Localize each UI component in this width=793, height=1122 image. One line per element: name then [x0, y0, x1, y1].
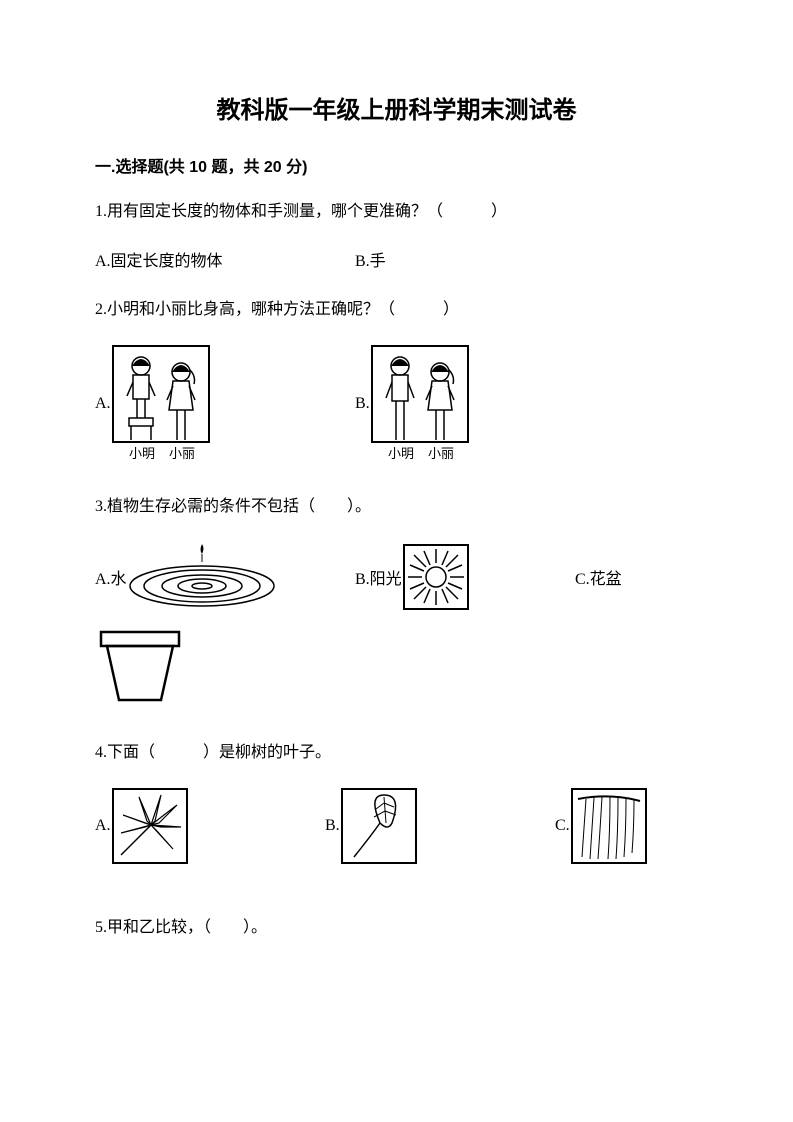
water-ripple-icon [127, 542, 277, 612]
section-header: 一.选择题(共 10 题，共 20 分) [95, 153, 698, 177]
q4-text: 4.下面（ ）是柳树的叶子。 [95, 740, 698, 766]
q4-optC: C. [555, 787, 648, 865]
q4-optB: B. [325, 787, 555, 865]
leaf-c-icon [570, 787, 648, 865]
q2-options: A. [95, 344, 698, 464]
q2-optB-label: B. [355, 395, 370, 413]
label-ming-a: 小明 [129, 446, 155, 461]
label-li-b: 小丽 [428, 446, 454, 461]
page: 教科版一年级上册科学期末测试卷 一.选择题(共 10 题，共 20 分) 1.用… [0, 0, 793, 1122]
q4-optA: A. [95, 787, 325, 865]
q3-options-row2 [95, 626, 698, 706]
label-li-a: 小丽 [169, 446, 195, 461]
q4-optB-label: B. [325, 817, 340, 835]
q1-options: A.固定长度的物体 B.手 [95, 247, 698, 271]
flowerpot-icon [95, 626, 185, 706]
q5-text: 5.甲和乙比较，（ ）。 [95, 915, 698, 941]
leaf-a-icon [111, 787, 189, 865]
q1-optB: B.手 [355, 247, 575, 271]
q1-optA: A.固定长度的物体 [95, 247, 355, 271]
leaf-b-icon [340, 787, 418, 865]
q2-optA: A. [95, 344, 355, 464]
q4-optC-label: C. [555, 817, 570, 835]
kids-image-a: 小明 小丽 [111, 344, 211, 464]
q3-text: 3.植物生存必需的条件不包括（ ）。 [95, 494, 698, 520]
q4-options: A. B. [95, 787, 698, 865]
kids-image-b: 小明 小丽 [370, 344, 470, 464]
q3-optA-label: A.水 [95, 565, 127, 589]
q3-optB: B.阳光 [355, 543, 575, 611]
q3-optC: C.花盆 [575, 565, 622, 589]
q2-text: 2.小明和小丽比身高，哪种方法正确呢？（ ） [95, 297, 698, 323]
q1-text: 1.用有固定长度的物体和手测量，哪个更准确？（ ） [95, 199, 698, 225]
sun-icon [402, 543, 470, 611]
q3-options-row1: A.水 B.阳光 [95, 542, 698, 612]
q2-optA-label: A. [95, 395, 111, 413]
label-ming-b: 小明 [388, 446, 414, 461]
q3-optB-label: B.阳光 [355, 565, 402, 589]
page-title: 教科版一年级上册科学期末测试卷 [95, 90, 698, 125]
q4-optA-label: A. [95, 817, 111, 835]
q3-optC-label: C.花盆 [575, 565, 622, 589]
q2-optB: B. [355, 344, 575, 464]
q3-optA: A.水 [95, 542, 355, 612]
